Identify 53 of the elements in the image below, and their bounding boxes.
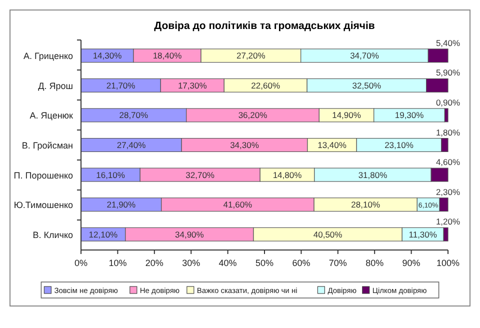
x-tick-label: 40% bbox=[218, 258, 237, 268]
data-label: 34,70% bbox=[350, 50, 380, 61]
y-tick-label: Д. Ярош bbox=[38, 80, 73, 91]
data-label: 28,70% bbox=[119, 110, 149, 120]
y-tick-label: В. Кличко bbox=[32, 230, 73, 240]
data-label: 14,30% bbox=[92, 50, 122, 61]
x-tick-label: 10% bbox=[108, 258, 127, 268]
data-label: 27,40% bbox=[116, 140, 146, 150]
data-label: 41,60% bbox=[223, 200, 253, 210]
data-label: 23,10% bbox=[384, 140, 414, 150]
data-label: 18,40% bbox=[152, 50, 182, 61]
data-label: 22,60% bbox=[251, 80, 280, 90]
data-label: 36,20% bbox=[238, 110, 268, 120]
y-tick-label: Ю.Тимошенко bbox=[14, 200, 73, 210]
data-label: 5,40% bbox=[436, 38, 460, 48]
data-label: 2,30% bbox=[436, 186, 460, 197]
x-tick-label: 0% bbox=[74, 258, 88, 268]
data-label: 21,90% bbox=[106, 200, 136, 210]
data-label: 40,50% bbox=[313, 229, 343, 240]
y-tick-label: В. Гройсман bbox=[22, 140, 74, 150]
data-label: 32,50% bbox=[352, 80, 382, 90]
data-label: 34,90% bbox=[175, 229, 204, 240]
data-label: 12,10% bbox=[88, 229, 118, 240]
data-label: 4,60% bbox=[436, 157, 460, 168]
data-label: 28,10% bbox=[351, 200, 380, 210]
x-tick-label: 100% bbox=[436, 258, 460, 268]
x-tick-label: 80% bbox=[366, 258, 384, 268]
data-label: 17,30% bbox=[178, 80, 208, 90]
data-label: 13,40% bbox=[318, 140, 347, 150]
x-tick-label: 30% bbox=[182, 258, 200, 268]
data-label: 32,70% bbox=[186, 170, 215, 180]
data-label: 1,80% bbox=[436, 127, 460, 138]
x-tick-label: 90% bbox=[402, 258, 420, 268]
data-label: 19,30% bbox=[394, 110, 424, 120]
data-label: 14,80% bbox=[272, 170, 302, 180]
y-tick-label: П. Порошенко bbox=[14, 170, 73, 180]
data-label: 27,20% bbox=[236, 50, 266, 61]
data-label: 1,20% bbox=[436, 216, 460, 227]
x-tick-label: 20% bbox=[145, 258, 164, 268]
data-label: 21,70% bbox=[106, 80, 136, 90]
x-tick-label: 70% bbox=[328, 258, 347, 268]
data-label: 16,10% bbox=[96, 170, 126, 180]
x-tick-label: 60% bbox=[292, 258, 310, 268]
data-label: 5,90% bbox=[436, 68, 460, 78]
y-tick-label: А. Яценюк bbox=[30, 110, 74, 121]
data-label: 14,90% bbox=[332, 110, 362, 120]
x-tick-label: 50% bbox=[255, 258, 274, 268]
data-label: 11,30% bbox=[408, 229, 438, 240]
chart-title: Довіра до політиків та громадських діячів bbox=[154, 20, 376, 32]
y-tick-label: А. Гриценко bbox=[24, 51, 73, 62]
data-label: 31,80% bbox=[358, 170, 388, 180]
data-label: 0,90% bbox=[436, 98, 460, 108]
data-label: 34,30% bbox=[230, 140, 260, 150]
